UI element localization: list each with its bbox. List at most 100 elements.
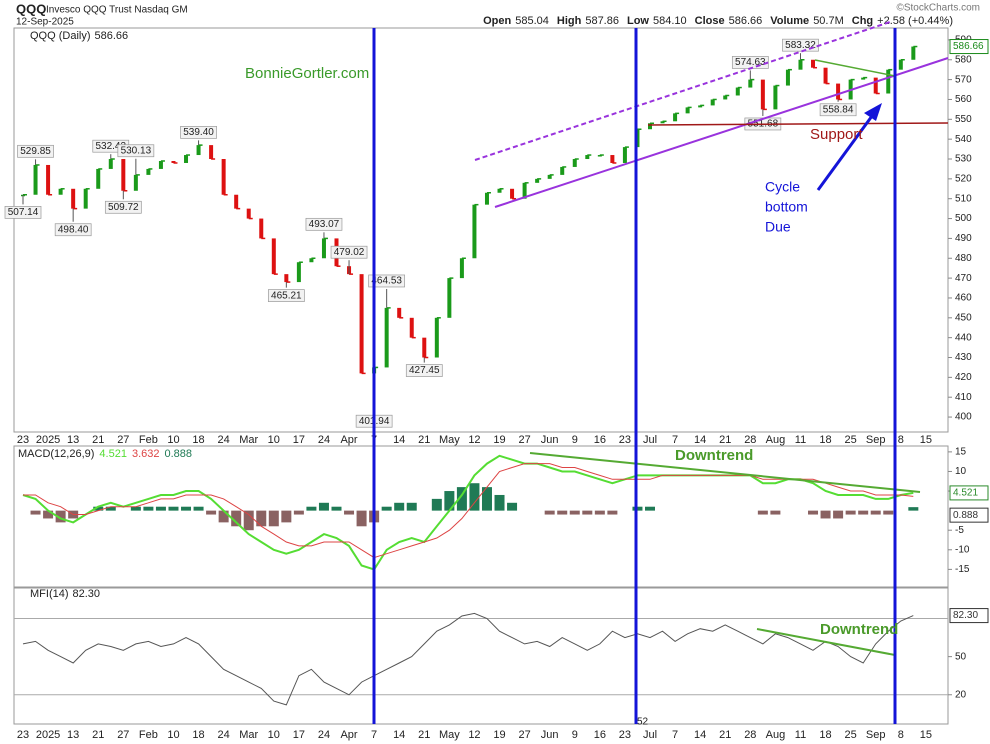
macd-last: 4.521	[953, 488, 978, 499]
histogram-bar	[206, 510, 217, 515]
quote-value: 587.86	[585, 15, 619, 27]
histogram-bar	[268, 510, 279, 527]
histogram-bar	[406, 502, 417, 511]
y-tick-label: 440	[955, 332, 972, 343]
price-bar	[685, 107, 690, 114]
y-tick-label: 20	[955, 689, 967, 700]
quote-label: Close	[695, 15, 725, 27]
legend: MACD(12,26,9) 4.521 3.632 0.888	[18, 448, 192, 460]
x-tick-label: 27	[117, 434, 129, 446]
x-tick-label: 23	[17, 729, 29, 741]
extreme-label: 507.14	[8, 207, 39, 218]
histogram-bar	[43, 510, 54, 519]
price-bar	[271, 238, 276, 275]
price-panel	[13, 27, 949, 433]
histogram-bar	[833, 510, 844, 519]
x-tick-label: Aug	[766, 434, 786, 446]
histogram-bar	[243, 510, 254, 531]
price-bar	[321, 238, 326, 259]
x-tick-label: 17	[293, 729, 305, 741]
last-price: 586.66	[953, 41, 984, 52]
x-tick-label: Feb	[139, 434, 158, 446]
quote-value: 584.10	[653, 15, 687, 27]
mfi-panel	[13, 587, 949, 725]
price-bar	[522, 182, 527, 199]
x-tick-label: 14	[393, 729, 405, 741]
histogram-bar	[306, 506, 317, 511]
histogram-bar	[281, 510, 292, 523]
y-tick-label: -15	[955, 564, 970, 575]
price-bar	[861, 77, 866, 80]
quote-line: Open 585.04 High 587.86 Low 584.10 Close 586.66…	[483, 15, 953, 27]
price-bar	[698, 105, 703, 108]
y-tick-label: 470	[955, 273, 972, 284]
price-bar	[459, 258, 464, 279]
legend-value: 0.888	[164, 448, 192, 460]
price-bar	[196, 145, 201, 156]
price-bar	[472, 204, 477, 259]
x-tick-label: 27	[518, 434, 530, 446]
cycle-label: Cycle	[765, 179, 800, 195]
price-bar	[798, 59, 803, 70]
price-bar	[96, 168, 101, 189]
y-tick-label: 480	[955, 253, 972, 264]
y-tick-label: 530	[955, 154, 972, 165]
histogram-bar	[331, 506, 342, 511]
x-tick-label: 24	[318, 434, 330, 446]
x-tick-label: 28	[744, 434, 756, 446]
quote-value: 585.04	[515, 15, 549, 27]
histogram-bar	[469, 483, 480, 511]
price-bar	[585, 155, 590, 160]
quote-value: +2.58 (+0.44%)	[877, 15, 953, 27]
extreme-label: 529.85	[20, 146, 51, 157]
y-tick-label: 540	[955, 134, 972, 145]
legend: MFI(14) 82.30	[30, 588, 100, 600]
histogram-bar	[105, 506, 116, 511]
extreme-label: 479.02	[334, 247, 365, 258]
histogram-bar	[883, 510, 894, 515]
histogram-bar	[645, 506, 655, 511]
histogram-bar	[55, 510, 66, 523]
price-bar	[823, 67, 828, 84]
x-tick-label: 14	[694, 434, 706, 446]
y-tick-label: 570	[955, 74, 972, 85]
x-tick-label: 19	[493, 729, 505, 741]
x-tick-label: 21	[719, 434, 731, 446]
extreme-label: 558.84	[823, 104, 854, 115]
legend: QQQ (Daily) 586.66	[30, 30, 128, 42]
symbol: QQQ	[16, 1, 46, 16]
x-tick-label: 8	[898, 434, 904, 446]
x-tick-label: 21	[719, 729, 731, 741]
extreme-label: 532.43	[95, 141, 126, 152]
price-bar	[296, 262, 301, 283]
histogram-bar	[870, 510, 881, 515]
support-label: Support	[810, 126, 863, 143]
histogram-bar	[494, 494, 505, 511]
y-tick-label: 490	[955, 233, 972, 244]
macd-panel	[13, 445, 949, 588]
price-bar	[83, 188, 88, 209]
price-bar	[898, 59, 903, 70]
y-tick-label: 15	[955, 447, 967, 458]
x-tick-label: 17	[293, 434, 305, 446]
x-tick-label: Aug	[766, 729, 786, 741]
histogram-bar	[456, 487, 467, 511]
price-bar	[547, 174, 552, 179]
mfi-trend-label: Downtrend	[820, 621, 898, 638]
x-tick-label: 25	[845, 434, 857, 446]
x-tick-label: 10	[167, 729, 179, 741]
histogram-bar	[858, 510, 869, 515]
price-bar	[648, 123, 652, 130]
price-bar	[660, 121, 665, 124]
histogram-bar	[507, 502, 518, 511]
legend-title: MACD(12,26,9)	[18, 448, 94, 460]
x-tick-label: 12	[468, 729, 480, 741]
extreme-label: 493.07	[309, 219, 340, 230]
price-bar	[484, 192, 489, 205]
mfi-last-box	[949, 608, 989, 624]
x-tick-label: 14	[694, 729, 706, 741]
legend-value: 586.66	[95, 30, 129, 42]
x-tick-label: 18	[192, 729, 204, 741]
price-bar	[234, 194, 239, 209]
mfi-trendline	[756, 628, 896, 656]
